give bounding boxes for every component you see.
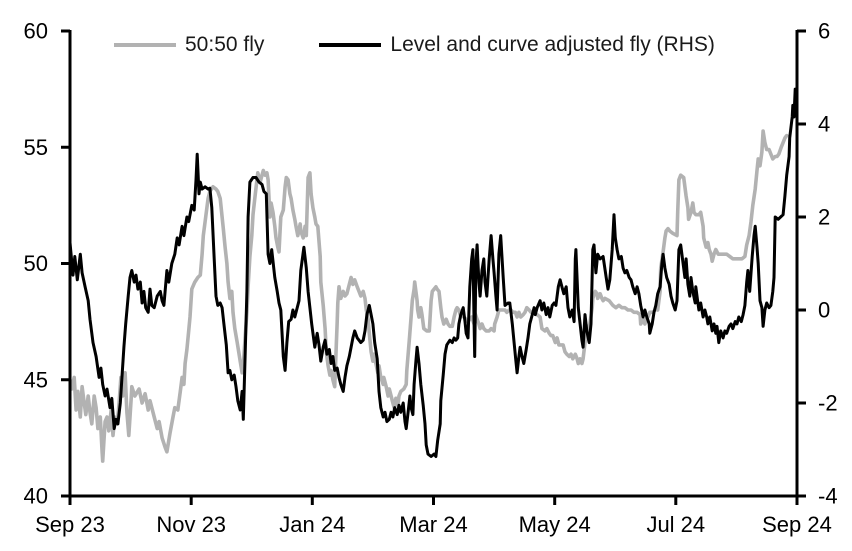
- svg-text:Nov 23: Nov 23: [156, 512, 226, 537]
- svg-text:45: 45: [24, 367, 48, 392]
- svg-text:6: 6: [818, 19, 830, 44]
- svg-text:2: 2: [818, 205, 830, 230]
- svg-text:Jan 24: Jan 24: [279, 512, 345, 537]
- svg-text:May 24: May 24: [519, 512, 591, 537]
- svg-text:-4: -4: [818, 484, 838, 509]
- legend-item-level-curve-adjusted-fly: Level and curve adjusted fly (RHS): [319, 33, 715, 57]
- svg-text:Sep 24: Sep 24: [762, 512, 832, 537]
- chart-legend: 50:50 fly Level and curve adjusted fly (…: [114, 33, 715, 57]
- legend-line-swatch-gray: [114, 43, 176, 47]
- svg-text:-2: -2: [818, 391, 838, 416]
- legend-label: 50:50 fly: [185, 33, 265, 56]
- legend-label: Level and curve adjusted fly (RHS): [390, 33, 715, 56]
- svg-text:0: 0: [818, 298, 830, 323]
- svg-text:4: 4: [818, 112, 830, 137]
- svg-text:Sep 23: Sep 23: [35, 512, 105, 537]
- svg-text:Mar 24: Mar 24: [399, 512, 467, 537]
- svg-text:55: 55: [24, 135, 48, 160]
- legend-line-swatch-black: [319, 43, 382, 47]
- legend-item-5050-fly: 50:50 fly: [114, 33, 264, 57]
- svg-text:Jul 24: Jul 24: [646, 512, 705, 537]
- svg-text:50: 50: [24, 251, 48, 276]
- svg-text:40: 40: [24, 484, 48, 509]
- svg-text:60: 60: [24, 19, 48, 44]
